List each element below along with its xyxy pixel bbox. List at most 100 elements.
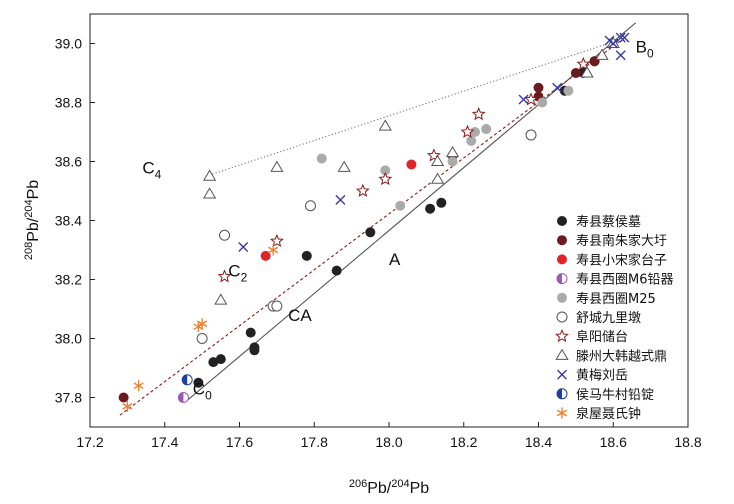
data-point-s0-p3 (245, 327, 256, 338)
legend-item: 寿县西圈M6铅器 (556, 273, 674, 288)
legend-marker (557, 292, 567, 303)
data-point-s1-p4 (570, 68, 581, 78)
data-point-s4-p8 (563, 85, 574, 96)
data-point-s8-p6 (615, 50, 626, 61)
x-tick-label: 18.8 (674, 434, 701, 450)
legend-marker (556, 311, 568, 323)
data-point-s8-p3 (552, 82, 563, 93)
legend-label: 寿县西圈M25 (576, 292, 656, 307)
y-tick-label: 38.0 (55, 331, 82, 347)
data-point-s8-p5 (608, 38, 619, 49)
legend-item: 寿县蔡侯墓 (557, 215, 641, 230)
data-point-s6-p3 (378, 171, 393, 186)
legend-label: 侯马牛村铅锭 (576, 388, 654, 403)
data-point-s4-p1 (380, 165, 391, 176)
data-point-s7-p1 (202, 187, 217, 199)
data-point-s7-p4 (337, 160, 351, 172)
line-labels: B0 A C2 CA C0 C4 (142, 37, 654, 402)
legend-item: 寿县西圈M25 (557, 292, 656, 307)
data-point-s8-p0 (238, 242, 249, 253)
data-point-s10-p0 (122, 400, 133, 412)
trend-lines (119, 22, 637, 416)
legend-item: 寿县小宋家台子 (557, 252, 667, 268)
data-point-s7-p3 (270, 160, 284, 172)
legend-marker (555, 348, 569, 360)
x-axis-title: 206Pb/204Pb (349, 478, 429, 497)
data-point-s0-p6 (301, 250, 312, 261)
data-point-s7-p10 (595, 48, 609, 60)
line-label: C2 (228, 262, 247, 285)
legend-marker (557, 235, 567, 246)
legend-marker (557, 254, 567, 265)
legend-label: 寿县西圈M6铅器 (576, 273, 674, 288)
data-point-s2-p0 (260, 250, 271, 261)
data-point-s6-p6 (471, 106, 486, 121)
data-point-s0-p8 (365, 227, 376, 238)
data-point-s7-p6 (430, 172, 445, 184)
legend-label: 黄梅刘岳 (576, 369, 628, 384)
data-point-s5-p3 (271, 300, 283, 312)
data-point-s7-p2 (214, 293, 228, 305)
legend-item: 舒城九里墩 (556, 311, 641, 326)
legend-item: 寿县南朱家大圩 (557, 233, 667, 249)
legend-item: 侯马牛村铅锭 (556, 388, 654, 403)
data-point-s0-p0 (193, 377, 204, 388)
data-point-s10-p4 (268, 244, 279, 256)
data-point-s6-p8 (576, 56, 591, 71)
data-point-s1-p0 (118, 392, 129, 403)
data-point-s9-p0 (181, 374, 193, 386)
x-tick-label: 18.0 (375, 434, 402, 450)
data-point-s10-p1 (133, 380, 144, 392)
data-point-s4-p2 (395, 200, 406, 211)
data-point-s7-p8 (445, 145, 460, 158)
data-point-s4-p6 (481, 124, 492, 135)
data-point-s2-p1 (406, 159, 417, 170)
legend-marker (556, 273, 568, 285)
legend-label: 寿县南朱家大圩 (576, 233, 667, 249)
y-tick-label: 38.2 (55, 272, 82, 288)
data-point-s0-p5 (249, 342, 260, 353)
data-point-s4-p4 (466, 135, 477, 146)
data-points (118, 32, 630, 412)
legend-label: 泉屋聂氏钟 (576, 406, 641, 422)
data-point-s8-p8 (619, 32, 630, 43)
line-label: A (389, 250, 401, 269)
data-point-s6-p2 (355, 183, 370, 197)
data-point-s7-p5 (378, 119, 392, 131)
data-point-s7-p7 (430, 154, 445, 167)
x-tick-label: 18.4 (525, 434, 552, 450)
y-tick-label: 38.4 (55, 213, 82, 229)
x-tick-label: 18.6 (600, 434, 627, 450)
line-label: C0 (193, 380, 212, 403)
data-point-s7-p9 (580, 66, 594, 78)
y-axis-ticks: 37.8 38.0 38.2 38.4 38.6 38.8 39.0 (55, 36, 95, 406)
x-axis-ticks: 17.2 17.4 17.6 17.8 18.0 18.2 18.4 18.6 18.8 (76, 422, 702, 450)
data-point-s10-p3 (197, 318, 208, 330)
line-label: C4 (142, 158, 161, 181)
trend-line-c4 (205, 40, 618, 177)
legend-item: 滕州大韩越式鼎 (555, 348, 667, 364)
data-point-s8-p1 (335, 194, 346, 205)
y-tick-label: 38.6 (55, 154, 82, 170)
data-point-s6-p1 (269, 233, 284, 248)
y-tick-label: 37.8 (55, 390, 82, 406)
data-point-s4-p3 (447, 156, 458, 167)
legend-marker (555, 328, 569, 343)
x-tick-label: 18.2 (450, 434, 477, 450)
legend-marker (557, 216, 567, 226)
legend-label: 寿县小宋家台子 (576, 252, 667, 268)
data-point-s0-p9 (425, 203, 436, 214)
legend-label: 滕州大韩越式鼎 (576, 349, 667, 364)
data-point-s0-p10 (436, 197, 447, 208)
x-tick-label: 17.6 (226, 434, 253, 450)
data-point-s1-p2 (533, 82, 544, 93)
x-tick-label: 17.4 (151, 434, 178, 450)
legend-marker (557, 369, 567, 380)
legend-label: 阜阳储台 (576, 329, 628, 345)
y-axis-title: 208Pb/204Pb (23, 180, 42, 260)
legend-item: 黄梅刘岳 (557, 369, 628, 384)
data-point-s0-p2 (215, 354, 226, 365)
data-point-s4-p5 (469, 127, 480, 137)
